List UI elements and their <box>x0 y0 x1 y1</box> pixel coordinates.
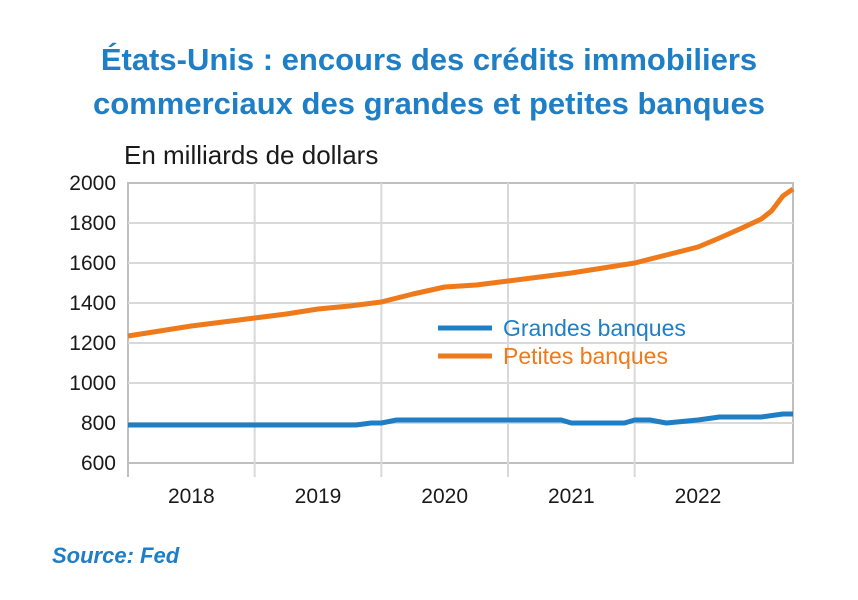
series-line-grandes-banques <box>128 411 793 428</box>
plot-frame <box>127 182 794 464</box>
chart-title-line1: États-Unis : encours des crédits immobil… <box>100 42 758 77</box>
y-tick-label-1400: 1400 <box>69 292 116 315</box>
unit-label: En milliards de dollars <box>124 140 379 170</box>
legend-label-grandes: Grandes banques <box>503 315 686 341</box>
series-line-petites-banques <box>127 186 795 339</box>
y-tick-label-600: 600 <box>81 452 116 475</box>
y-tick-label-800: 800 <box>81 412 116 435</box>
x-tick-label-2018: 2018 <box>168 485 215 508</box>
y-tick-label-1000: 1000 <box>69 372 116 395</box>
legend-label-petites: Petites banques <box>503 343 668 369</box>
x-tick-label-2019: 2019 <box>295 485 342 508</box>
y-tick-label-1600: 1600 <box>69 252 116 275</box>
x-tick-label-2020: 2020 <box>421 485 468 508</box>
chart-title: États-Unis : encours des crédits immobil… <box>0 38 858 126</box>
x-tick-label-2021: 2021 <box>548 485 595 508</box>
y-tick-label-1200: 1200 <box>69 332 116 355</box>
y-tick-label-2000: 2000 <box>69 172 116 195</box>
source-note: Source: Fed <box>52 543 180 568</box>
chart-title-line2: commerciaux des grandes et petites banqu… <box>93 86 765 121</box>
x-tick-label-2022: 2022 <box>675 485 722 508</box>
y-tick-label-1800: 1800 <box>69 212 116 235</box>
